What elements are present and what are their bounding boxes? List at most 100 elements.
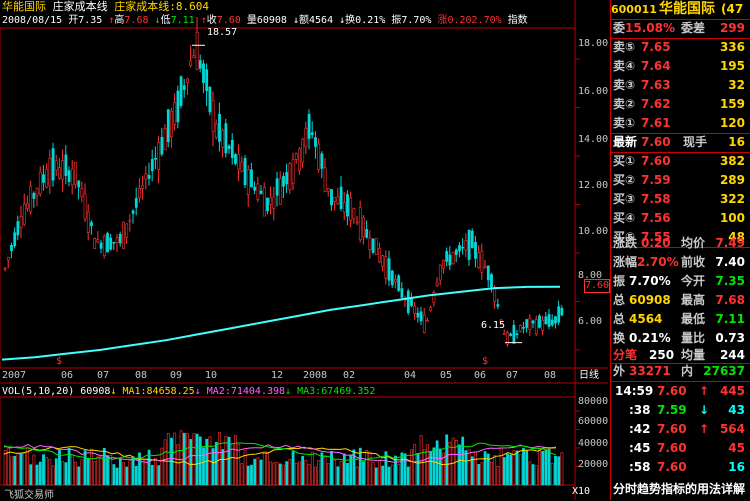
stat-row-amp: 振 7.70% 今开 7.35 xyxy=(611,272,750,291)
volume-bar xyxy=(304,460,308,486)
volume-bar xyxy=(317,460,321,486)
volume-bar xyxy=(285,461,289,486)
candle-up xyxy=(170,110,173,138)
candle-down xyxy=(554,316,557,324)
candle-up xyxy=(186,78,189,83)
low-annotation: 6.15 xyxy=(481,320,506,331)
candle-up xyxy=(144,173,148,180)
down-arrow-icon: ↓ xyxy=(194,386,201,397)
volume-tick: 20000 xyxy=(578,459,609,470)
candle-down xyxy=(10,245,13,251)
candle-up xyxy=(323,167,327,192)
volume-bar xyxy=(19,453,23,486)
amplitude-label: 振 xyxy=(391,15,402,26)
volume-bar xyxy=(61,461,65,486)
volume-bar xyxy=(349,455,353,486)
volume-bar xyxy=(288,459,292,486)
candle-up xyxy=(48,158,52,186)
x-axis-label: 08 xyxy=(135,370,148,381)
index-button[interactable]: 指数 xyxy=(507,15,528,26)
buy-label: 买② xyxy=(613,173,636,187)
candle-up xyxy=(80,188,84,197)
candle-up xyxy=(45,168,49,188)
inner-value: 27637 xyxy=(703,364,745,378)
volume-bar xyxy=(205,438,209,486)
volume-bar xyxy=(189,439,193,486)
candle-down xyxy=(266,197,269,212)
x-axis-label: 07 xyxy=(506,370,519,381)
volume-bar xyxy=(163,439,167,486)
candle-up xyxy=(173,102,177,125)
buy-level-3: 买③ 7.58 322 xyxy=(611,190,750,209)
tick-volume: 45 xyxy=(728,441,745,455)
stock-name: 华能国际 xyxy=(659,1,715,17)
volume-bar xyxy=(467,449,471,486)
x-axis-label: 2008 xyxy=(303,370,328,381)
volume-bar xyxy=(320,452,324,486)
candle-up xyxy=(125,223,129,238)
candle-down xyxy=(109,237,113,250)
candle-down xyxy=(118,233,122,244)
candle-up xyxy=(355,221,359,224)
candle-down xyxy=(470,230,474,249)
tick-volume: 564 xyxy=(719,422,745,436)
stat-value: 7.11 xyxy=(715,312,745,326)
x-axis-label: 06 xyxy=(61,370,74,381)
kline-chart-area[interactable]: 华能国际 庄家成本线 庄家成本线:8.604 2008/08/15 开7.35 … xyxy=(0,0,610,501)
candle-down xyxy=(490,274,493,288)
volume-bar xyxy=(269,461,273,486)
candle-down xyxy=(77,180,81,188)
volume-bar xyxy=(32,454,36,486)
stat-row-amount: 总 4564 最低 7.11 xyxy=(611,310,750,329)
candle-up xyxy=(336,196,340,205)
candle-up xyxy=(480,250,484,273)
volume-bar xyxy=(6,448,10,486)
volume-bar xyxy=(470,456,474,486)
buy-price: 7.55 xyxy=(641,230,671,244)
candle-down xyxy=(397,275,401,291)
weibi-label: 委 xyxy=(613,21,626,35)
kline-chart[interactable] xyxy=(0,0,610,500)
rights-marker-icon: $ xyxy=(56,356,63,367)
close-value: 7.60 xyxy=(216,15,241,26)
candle-down xyxy=(406,290,410,313)
volume-bar xyxy=(256,457,260,486)
amount-label: 额 xyxy=(299,15,310,26)
candle-down xyxy=(106,233,109,253)
buy-volume: 322 xyxy=(719,192,745,206)
volume-bar xyxy=(355,466,359,486)
volume-bar xyxy=(122,462,125,486)
tick-row: :45 7.60 45 xyxy=(611,439,750,458)
volume-bar xyxy=(282,464,285,486)
buy-label: 买① xyxy=(613,154,636,168)
volume-bar xyxy=(211,448,215,486)
down-arrow-icon: ↓ xyxy=(339,15,346,26)
period-label[interactable]: 日线 xyxy=(579,370,599,381)
tick-row: 14:59 7.60 ↑ 445 xyxy=(611,382,750,401)
candle-up xyxy=(93,238,97,250)
volume-bar xyxy=(358,447,362,486)
candle-down xyxy=(461,246,465,249)
volume-tick: 80000 xyxy=(578,396,609,407)
candle-up xyxy=(189,60,193,66)
candle-up xyxy=(426,319,429,322)
volume-bar xyxy=(198,436,202,486)
buy-level-4: 买④ 7.56 100 xyxy=(611,209,750,228)
stat-label: 今开 xyxy=(681,274,706,288)
volume-bar xyxy=(397,464,401,486)
volume-bar xyxy=(352,449,356,486)
candle-down xyxy=(346,194,349,217)
volume-bar xyxy=(96,456,100,486)
volume-bar xyxy=(29,464,33,486)
latest-price: 7.60 xyxy=(641,135,671,149)
candle-up xyxy=(483,265,487,269)
candle-up xyxy=(288,163,292,191)
buy-price: 7.59 xyxy=(641,173,671,187)
stat-row-change: 涨跌 0.20 均价 7.49 xyxy=(611,234,750,253)
down-arrow-icon: ↓ xyxy=(699,403,710,417)
tick-row: :38 7.59 ↓ 43 xyxy=(611,401,750,420)
candle-up xyxy=(22,203,26,225)
candle-down xyxy=(208,87,212,113)
stat-label: 前收 xyxy=(681,255,706,269)
volume-bar xyxy=(131,456,135,486)
